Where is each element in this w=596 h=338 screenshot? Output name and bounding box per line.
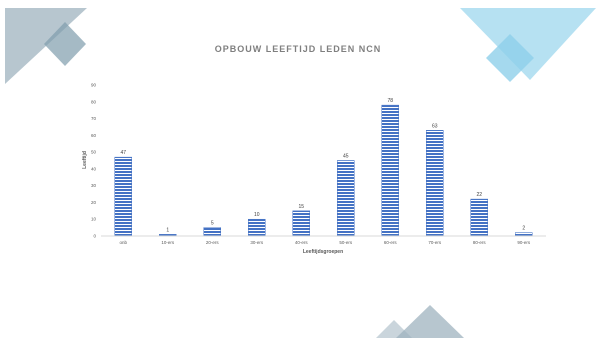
data-label: 45: [343, 154, 349, 160]
x-tick-label: onb: [119, 240, 127, 245]
y-tick-label: 10: [91, 217, 97, 222]
bar: [337, 160, 355, 237]
y-tick-label: 70: [91, 116, 97, 121]
bar: [470, 198, 488, 237]
y-tick-label: 60: [91, 133, 97, 138]
chart-title: OPBOUW LEEFTIJD LEDEN NCN: [214, 44, 382, 54]
data-label: 78: [387, 98, 393, 104]
bar: [114, 156, 132, 237]
x-tick-label: 40-ers: [295, 240, 309, 245]
x-axis-label: Leeftijdsgroepen: [303, 249, 343, 255]
data-label: 1: [166, 227, 169, 233]
deco-slate-bottom-large: [396, 305, 464, 338]
deco-slate-diamond: [44, 22, 86, 66]
plot-area: 0 10 20 30 40 50 60 70 80 90 47 onb 1 10-ers 5 20-ers 10…: [91, 83, 533, 245]
data-label: 63: [432, 123, 438, 129]
y-tick-label: 50: [91, 150, 97, 155]
y-tick-label: 30: [91, 183, 97, 188]
bar: [248, 218, 266, 237]
bar: [203, 227, 221, 237]
bar: [426, 130, 444, 237]
y-axis-label: Leeftijd: [82, 151, 88, 169]
x-tick-label: 70-ers: [428, 240, 442, 245]
x-tick-label: 20-ers: [206, 240, 220, 245]
bar: [515, 232, 533, 237]
y-tick-label: 40: [91, 166, 97, 171]
y-tick-label: 80: [91, 99, 97, 104]
x-tick-label: 60-ers: [384, 240, 398, 245]
data-label: 47: [120, 150, 126, 156]
data-label: 15: [298, 204, 304, 210]
data-label: 5: [211, 221, 214, 227]
data-label: 22: [476, 192, 482, 198]
data-label: 2: [522, 226, 525, 232]
y-tick-label: 20: [91, 200, 97, 205]
deco-slate-bottom-small: [376, 320, 412, 338]
bar: [381, 104, 399, 237]
x-tick-label: 10-ers: [161, 240, 175, 245]
x-tick-label: 30-ers: [250, 240, 264, 245]
deco-blue-diamond: [486, 34, 534, 82]
deco-blue-triangle: [460, 8, 596, 80]
x-tick-label: 90-ers: [517, 240, 531, 245]
bar: [292, 210, 310, 237]
y-tick-label: 90: [91, 83, 97, 88]
data-label: 10: [254, 212, 260, 218]
x-tick-label: 80-ers: [473, 240, 487, 245]
x-tick-label: 50-ers: [339, 240, 353, 245]
y-tick-label: 0: [93, 234, 96, 239]
